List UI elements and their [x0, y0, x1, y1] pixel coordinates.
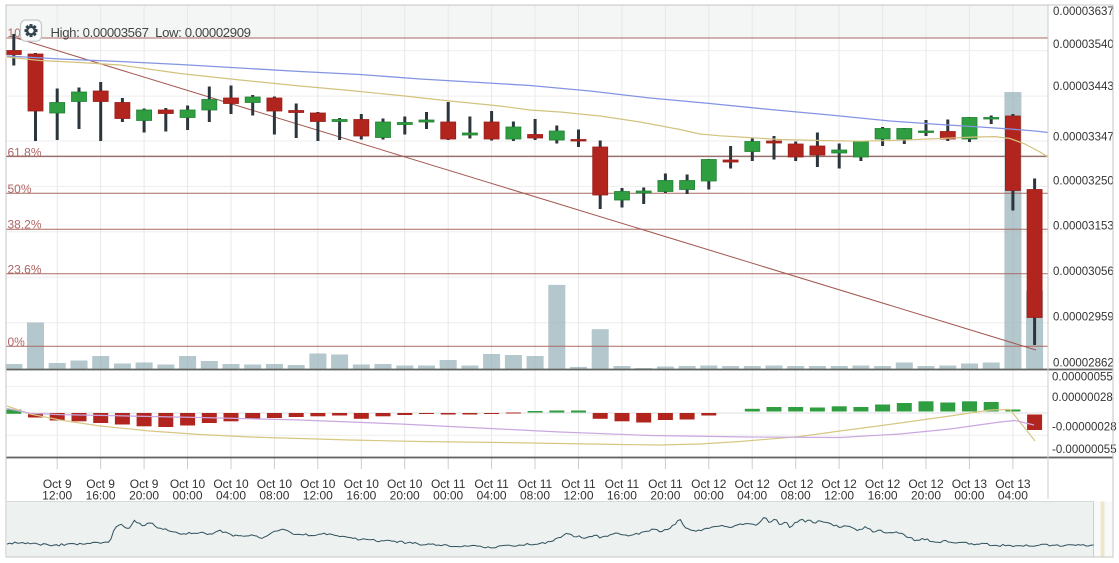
svg-text:Oct 12: Oct 12: [865, 477, 901, 491]
svg-text:Oct 11: Oct 11: [431, 477, 466, 491]
svg-text:Oct 10: Oct 10: [387, 477, 423, 491]
svg-text:0.00003540: 0.00003540: [1053, 39, 1114, 51]
svg-text:Oct 11: Oct 11: [518, 477, 553, 491]
svg-text:04:00: 04:00: [216, 489, 246, 503]
svg-text:Oct 13: Oct 13: [952, 477, 988, 491]
svg-text:00:00: 00:00: [433, 489, 463, 503]
svg-text:Oct 12: Oct 12: [735, 477, 771, 491]
svg-text:0.00003153: 0.00003153: [1053, 221, 1114, 233]
svg-text:00:00: 00:00: [172, 489, 202, 503]
svg-text:16:00: 16:00: [868, 489, 898, 503]
svg-text:00:00: 00:00: [694, 489, 724, 503]
svg-text:Oct 11: Oct 11: [648, 477, 683, 491]
svg-text:0.00002862: 0.00002862: [1053, 358, 1114, 370]
svg-text:Oct 10: Oct 10: [170, 477, 206, 491]
svg-text:20:00: 20:00: [911, 489, 941, 503]
svg-text:12:00: 12:00: [42, 489, 72, 503]
svg-text:Oct 13: Oct 13: [995, 477, 1031, 491]
svg-text:20:00: 20:00: [650, 489, 680, 503]
svg-text:16:00: 16:00: [346, 489, 376, 503]
svg-text:0.00002959: 0.00002959: [1053, 312, 1114, 324]
svg-text:0.00000055: 0.00000055: [1052, 372, 1113, 384]
svg-text:50%: 50%: [8, 182, 32, 196]
svg-text:Oct 12: Oct 12: [691, 477, 727, 491]
svg-text:0%: 0%: [8, 335, 26, 349]
svg-text:Oct 11: Oct 11: [605, 477, 640, 491]
svg-text:04:00: 04:00: [998, 489, 1028, 503]
svg-text:0.00003056: 0.00003056: [1053, 266, 1114, 278]
svg-text:12:00: 12:00: [824, 489, 854, 503]
svg-text:Oct 12: Oct 12: [908, 477, 944, 491]
svg-text:Oct 11: Oct 11: [474, 477, 509, 491]
svg-text:61.8%: 61.8%: [8, 146, 42, 160]
svg-text:Oct 10: Oct 10: [344, 477, 380, 491]
svg-text:0.00000028: 0.00000028: [1052, 392, 1113, 404]
svg-text:Oct 9: Oct 9: [86, 477, 115, 491]
svg-text:Oct 9: Oct 9: [43, 477, 72, 491]
svg-text:16:00: 16:00: [607, 489, 637, 503]
svg-text:38.2%: 38.2%: [8, 217, 42, 231]
svg-text:23.6%: 23.6%: [8, 262, 42, 276]
svg-text:0.00003347: 0.00003347: [1053, 132, 1114, 144]
svg-text:-0.00000028: -0.00000028: [1052, 422, 1117, 434]
svg-text:Oct 12: Oct 12: [778, 477, 814, 491]
svg-text:Oct 10: Oct 10: [300, 477, 336, 491]
svg-text:20:00: 20:00: [129, 489, 159, 503]
svg-text:0.00003250: 0.00003250: [1053, 176, 1114, 188]
svg-text:0.00003443: 0.00003443: [1053, 81, 1114, 93]
svg-text:00:00: 00:00: [954, 489, 984, 503]
svg-text:08:00: 08:00: [520, 489, 550, 503]
svg-text:16:00: 16:00: [86, 489, 116, 503]
svg-text:12:00: 12:00: [303, 489, 333, 503]
svg-text:20:00: 20:00: [390, 489, 420, 503]
svg-text:High: 0.00003567 Low: 0.00002: High: 0.00003567 Low: 0.00002909: [51, 25, 251, 40]
svg-text:Oct 11: Oct 11: [561, 477, 596, 491]
svg-text:Oct 9: Oct 9: [130, 477, 159, 491]
svg-text:Oct 10: Oct 10: [257, 477, 293, 491]
svg-text:08:00: 08:00: [259, 489, 289, 503]
svg-text:-0.00000055: -0.00000055: [1052, 444, 1117, 456]
svg-text:08:00: 08:00: [781, 489, 811, 503]
svg-text:Oct 10: Oct 10: [213, 477, 249, 491]
svg-text:12:00: 12:00: [563, 489, 593, 503]
svg-text:Oct 12: Oct 12: [821, 477, 857, 491]
svg-text:04:00: 04:00: [477, 489, 507, 503]
svg-text:04:00: 04:00: [737, 489, 767, 503]
svg-text:0.00003637: 0.00003637: [1053, 6, 1114, 18]
